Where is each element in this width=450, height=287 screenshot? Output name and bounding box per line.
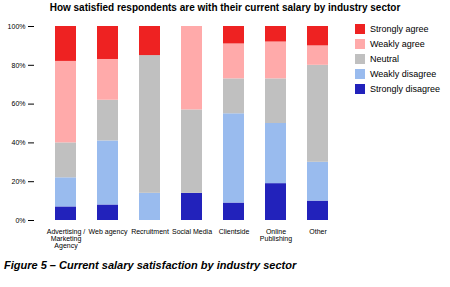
svg-text:Clientside: Clientside [219, 228, 250, 235]
html-text:Strongly disagree: Strongly disagree [370, 84, 440, 94]
svg-text:80%: 80% [11, 62, 25, 69]
svg-text:40%: 40% [11, 139, 25, 146]
html-text:Strongly agree: Strongly agree [370, 24, 429, 34]
html-text:How satisfied respondents are: How satisfied respondents are with their… [49, 2, 401, 13]
html-text:Weakly agree: Weakly agree [370, 39, 425, 49]
svg-text:0%: 0% [15, 217, 25, 224]
html-text:Weakly disagree: Weakly disagree [370, 69, 437, 79]
svg-text:20%: 20% [11, 178, 25, 185]
html-text:Neutral: Neutral [370, 54, 399, 64]
svg-text:Web agency: Web agency [89, 228, 128, 236]
svg-text:Other: Other [309, 228, 327, 235]
html-text:Figure 5 – Current salary sati: Figure 5 – Current salary satisfaction b… [4, 259, 297, 271]
svg-text:60%: 60% [11, 100, 25, 107]
svg-text:OnlinePublishing: OnlinePublishing [260, 228, 292, 243]
svg-text:Advertising /MarketingAgency: Advertising /MarketingAgency [47, 228, 86, 250]
svg-text:100%: 100% [8, 23, 26, 30]
svg-text:Recruitment: Recruitment [131, 228, 169, 235]
svg-text:Social Media: Social Media [172, 228, 212, 235]
